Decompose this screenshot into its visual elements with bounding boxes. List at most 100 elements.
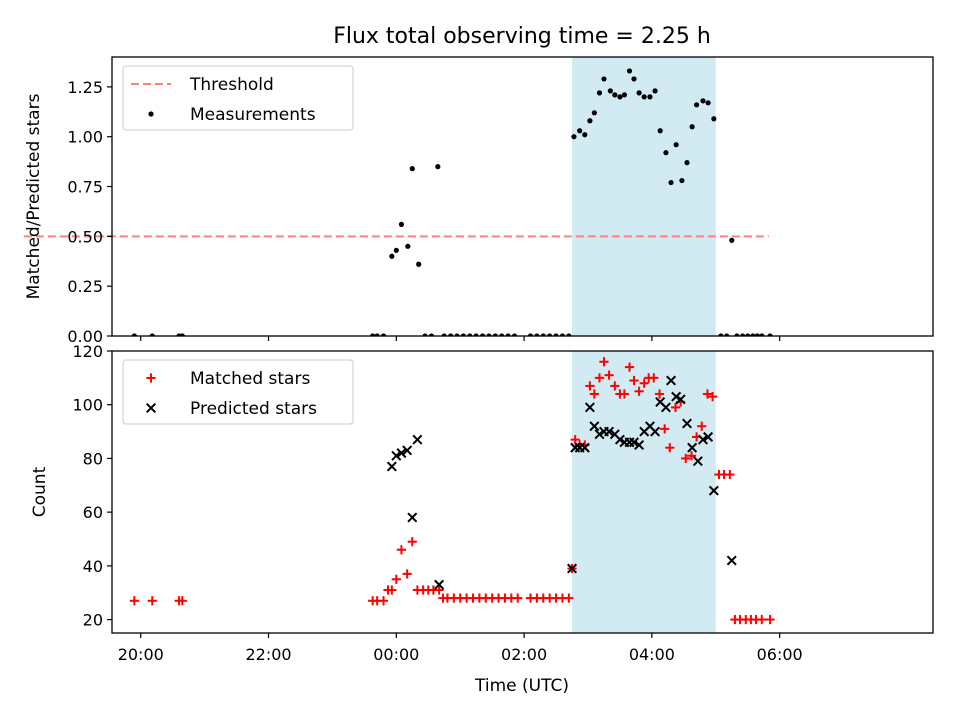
data-point: [577, 128, 583, 134]
data-point: [682, 418, 693, 429]
data-point: [607, 88, 613, 94]
y-axis-label: Matched/Predicted stars: [24, 93, 44, 299]
data-point: [634, 439, 645, 451]
data-point: [587, 118, 593, 124]
data-point: [765, 614, 775, 625]
data-point: [396, 545, 407, 555]
data-point: [702, 389, 713, 399]
data-point: [670, 402, 681, 412]
data-point: [757, 614, 767, 625]
axes-frame: [111, 350, 934, 634]
data-point: [591, 110, 597, 116]
data-point: [692, 456, 703, 467]
count-panel: 20 40 60 80 100 120 20:00 22:00 00:00 02:00 04:00 0…: [30, 342, 934, 664]
data-point: [668, 179, 674, 186]
y-tick-label: 60: [83, 503, 103, 522]
legend-box: [122, 359, 354, 425]
data-point: [624, 362, 635, 372]
x-axis-label: Time (UTC): [474, 676, 569, 696]
y-tick-label: 100: [72, 396, 103, 415]
data-point: [604, 370, 614, 380]
y-tick-label: 40: [83, 557, 103, 576]
data-point: [679, 177, 685, 184]
x-tick-label: 00:00: [373, 645, 419, 664]
data-point: [626, 68, 633, 74]
x-tick-label: 20:00: [118, 645, 164, 664]
data-point: [391, 450, 402, 461]
legend: Threshold Measurements: [122, 65, 354, 131]
data-point: [177, 596, 187, 606]
y-tick-label: 0.25: [67, 277, 103, 296]
data-point: [594, 373, 605, 383]
legend-marker: [145, 402, 157, 414]
data-point: [652, 88, 658, 94]
data-point: [631, 76, 637, 82]
legend-label: Threshold: [189, 75, 274, 95]
y-tick-label: 120: [72, 342, 103, 361]
data-point: [684, 160, 690, 166]
data-point: [612, 92, 618, 98]
data-point: [614, 434, 625, 445]
y-tick-label: 0.00: [67, 327, 103, 346]
data-point: [725, 469, 735, 480]
data-point: [726, 555, 737, 566]
data-point: [391, 574, 401, 584]
data-point: [639, 378, 649, 388]
observing-window-span: [572, 57, 716, 336]
data-point: [697, 421, 707, 431]
data-point: [650, 426, 661, 437]
data-point: [513, 593, 523, 603]
data-point: [610, 381, 620, 391]
data-point: [621, 92, 628, 98]
data-point: [596, 90, 603, 96]
data-point: [570, 435, 580, 445]
data-point: [647, 94, 653, 100]
y-axis-label: Count: [30, 466, 50, 517]
data-point: [694, 102, 700, 108]
chart-title: Flux total observing time = 2.25 h: [333, 24, 711, 49]
data-point: [711, 116, 717, 122]
data-point: [579, 442, 590, 453]
data-points: [129, 357, 775, 625]
data-point: [660, 402, 671, 413]
data-point: [654, 389, 665, 399]
ratio-panel: 0.00 0.25 0.50 0.75 1.00 1.25 Matched/Predicte…: [23, 56, 934, 346]
data-point: [663, 150, 669, 156]
data-point: [434, 585, 444, 595]
data-point: [387, 585, 397, 595]
data-point: [601, 76, 607, 82]
y-tick-label: 0.75: [67, 178, 103, 197]
data-point: [407, 537, 417, 547]
data-point: [386, 461, 397, 472]
data-point: [594, 429, 605, 440]
data-point: [434, 579, 445, 590]
data-point: [671, 391, 682, 402]
legend-label: Measurements: [190, 105, 316, 125]
data-point: [703, 431, 714, 442]
data-point: [584, 402, 595, 413]
x-tick-label: 02:00: [501, 645, 547, 664]
data-point: [673, 142, 679, 148]
data-point: [649, 373, 659, 383]
data-point: [675, 394, 686, 405]
data-point: [129, 596, 139, 606]
data-point: [729, 237, 735, 243]
data-point: [697, 434, 708, 445]
y-tick-label: 80: [83, 449, 103, 468]
y-tick-label: 0.50: [67, 227, 103, 246]
legend-marker: [146, 373, 156, 383]
data-point: [634, 386, 644, 396]
data-point: [681, 453, 691, 464]
data-point: [657, 128, 663, 134]
data-point: [708, 485, 719, 496]
data-point: [582, 132, 588, 138]
x-tick-label: 06:00: [757, 645, 803, 664]
data-point: [686, 451, 697, 461]
legend-box: [122, 65, 354, 131]
data-point: [589, 421, 600, 432]
data-point: [393, 247, 399, 253]
data-point: [636, 90, 642, 96]
legend: Matched stars Predicted stars: [122, 359, 354, 425]
data-point: [396, 448, 407, 459]
